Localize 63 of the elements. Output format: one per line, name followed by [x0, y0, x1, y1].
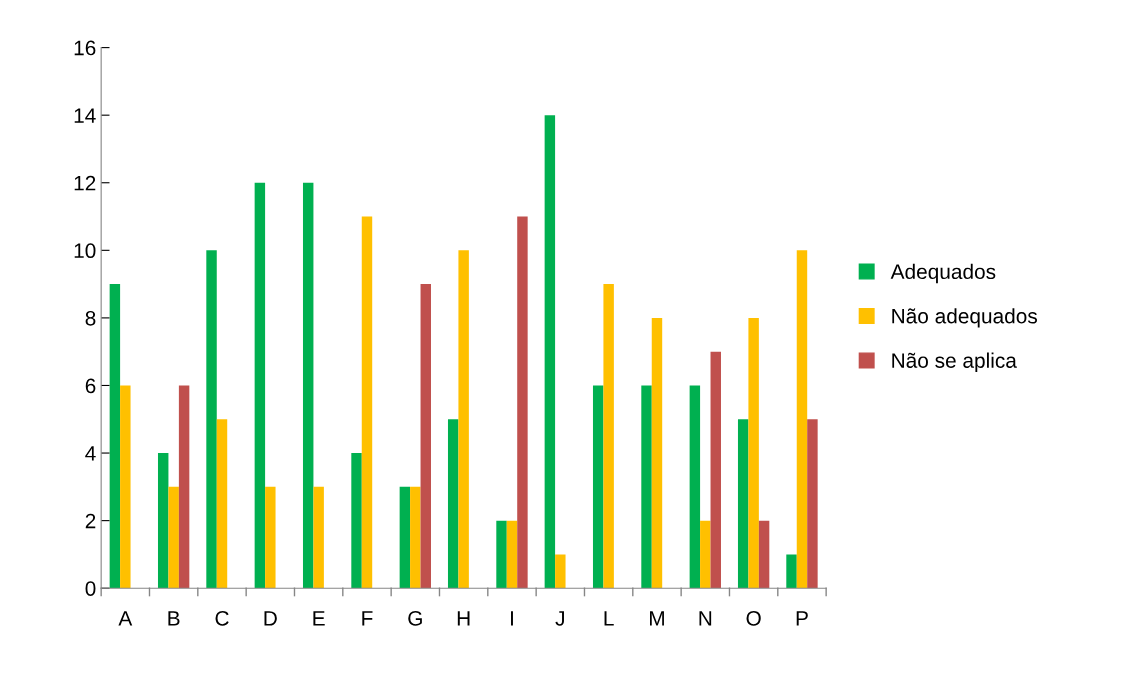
bar [748, 317, 759, 589]
bar [786, 554, 797, 589]
y-tick-label: 2 [85, 513, 96, 529]
bar [216, 419, 228, 589]
x-tick-label: J [555, 611, 564, 626]
x-tick-label: A [118, 611, 133, 626]
bar [265, 486, 276, 589]
x-tick-label: M [650, 611, 664, 626]
bar [710, 351, 721, 589]
x-tick-label: P [796, 611, 808, 626]
bar [603, 284, 614, 589]
bar [700, 520, 711, 589]
bar [361, 216, 373, 589]
bar [506, 520, 518, 589]
x-tick-label: O [746, 610, 761, 626]
bar [651, 317, 663, 589]
y-tick-label: 0 [85, 581, 96, 596]
x-tick-label: C [215, 610, 229, 626]
bar [796, 250, 808, 589]
legend-label: Não se aplica [892, 352, 1017, 373]
bar [206, 250, 217, 589]
legend-label: Adequados [890, 263, 996, 284]
bar [157, 453, 169, 589]
bar [555, 554, 566, 589]
y-tick-label: 10 [74, 243, 96, 259]
legend-label: Não adequados [892, 308, 1037, 328]
y-tick-label: 4 [85, 446, 96, 461]
bar [458, 250, 469, 589]
bar [544, 115, 556, 589]
bar [254, 182, 266, 589]
bar [351, 453, 362, 589]
y-tick-label: 8 [85, 310, 96, 326]
bar [496, 520, 507, 589]
x-tick-label: N [699, 611, 712, 626]
y-tick-label: 14 [74, 108, 96, 123]
bar [737, 419, 749, 589]
bar [807, 419, 818, 589]
bar [399, 486, 411, 589]
bar [758, 520, 770, 589]
bar [689, 385, 701, 589]
bar [168, 486, 179, 589]
bar [120, 385, 131, 589]
bar [109, 284, 121, 589]
x-tick-label: F [362, 611, 373, 626]
bar [313, 486, 324, 589]
x-tick-label: E [313, 611, 325, 626]
bar [641, 385, 652, 589]
bar [447, 419, 459, 589]
bar [178, 385, 190, 589]
bar [302, 182, 314, 589]
x-tick-label: G [408, 610, 422, 626]
x-tick-label: H [457, 611, 470, 626]
x-tick-label: L [604, 611, 614, 626]
y-tick-label: 16 [74, 40, 96, 56]
bar [420, 284, 431, 589]
x-tick-label: I [511, 611, 513, 626]
x-tick-label: D [264, 611, 277, 626]
bar [410, 486, 421, 589]
y-tick-label: 6 [85, 378, 96, 394]
bar [592, 385, 604, 589]
bar [517, 216, 528, 589]
x-tick-label: B [168, 611, 180, 626]
y-tick-label: 12 [74, 175, 96, 191]
